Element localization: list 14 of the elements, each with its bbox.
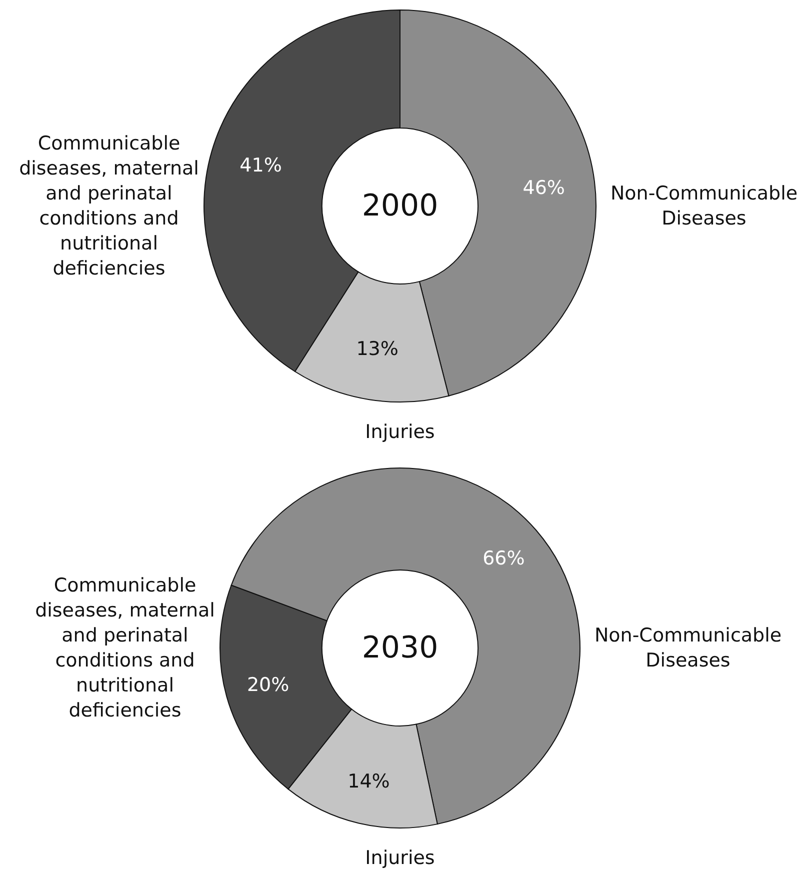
text: 2030: [362, 630, 438, 666]
data-label: 41%: [240, 154, 282, 177]
slice-label: Non-Communicable Diseases: [610, 182, 798, 230]
data-label: 66%: [482, 547, 525, 570]
data-label: 13%: [356, 338, 398, 360]
slice-label: Communicable diseases, maternal and perinatal conditions and nutritional deficiencies: [35, 574, 215, 722]
slice-label: Injuries: [365, 421, 435, 443]
text: 2000: [362, 188, 438, 224]
slice-label: Communicable diseases, maternal and perinatal conditions and nutritional deficiencies: [19, 132, 199, 280]
data-label: 46%: [522, 176, 565, 199]
slice-label: Injuries: [365, 847, 435, 869]
data-label: 20%: [246, 674, 290, 696]
data-label: 14%: [348, 770, 390, 792]
slice-label: Non-Communicable Diseases: [594, 624, 782, 672]
